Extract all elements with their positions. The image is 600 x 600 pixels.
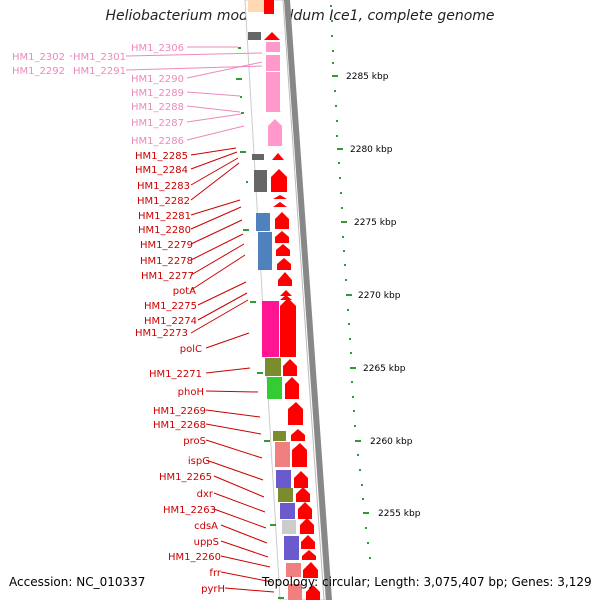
gene-label: HM1_2284 (135, 165, 188, 176)
left-ticks (236, 47, 284, 599)
gene-label: phoH (178, 387, 204, 398)
gene-label: HM1_2268 (153, 420, 206, 431)
gene-labels-red: HM1_2285 HM1_2284 HM1_2283 HM1_2282 HM1_… (135, 151, 225, 595)
gene-label: dxr (197, 489, 214, 500)
accession-text: Accession: NC_010337 (9, 575, 146, 589)
gene-blocks (248, 0, 302, 600)
gene-label: HM1_2282 (137, 196, 190, 207)
scale-label-2255: 2255 kbp (378, 509, 421, 519)
scale-labels: 2285 kbp 2280 kbp 2275 kbp 2270 kbp 2265… (346, 72, 421, 519)
backbone-gray-bar (284, 0, 332, 600)
gene-label: frr (209, 568, 221, 579)
gene-label: potA (173, 286, 196, 297)
scale-label-2275: 2275 kbp (354, 218, 397, 228)
gene-label: HM1_2292 (12, 66, 65, 77)
scale-label-2270: 2270 kbp (358, 291, 401, 301)
gene-label: HM1_2278 (140, 256, 193, 267)
gene-label: cdsA (194, 521, 218, 532)
gene-label: HM1_2283 (137, 181, 190, 192)
gene-label: HM1_2302 (12, 52, 65, 63)
gene-label: HM1_2273 (135, 328, 188, 339)
gene-label: HM1_2280 (138, 225, 191, 236)
topology-text: Topology: circular; Length: 3,075,407 bp… (262, 575, 592, 589)
scale-label-2280: 2280 kbp (350, 145, 393, 155)
scale-label-2265: 2265 kbp (363, 364, 406, 374)
gene-label: pyrH (201, 584, 225, 595)
scale-label-2260: 2260 kbp (370, 437, 413, 447)
gene-label: HM1_2263 (163, 505, 216, 516)
scale-label-2285: 2285 kbp (346, 72, 389, 82)
gene-label: HM1_2288 (131, 102, 184, 113)
gene-label: HM1_2285 (135, 151, 188, 162)
gene-label: HM1_2275 (144, 301, 197, 312)
gene-label: HM1_2265 (159, 472, 212, 483)
gene-arrows-pink (266, 105, 282, 126)
leader-lines-red (190, 147, 275, 593)
gene-label: HM1_2279 (140, 240, 193, 251)
gene-label: HM1_2271 (149, 369, 202, 380)
gene-label: HM1_2286 (131, 136, 184, 147)
gene-label: HM1_2291 (73, 66, 126, 77)
gene-label: HM1_2306 (131, 43, 184, 54)
gene-label: HM1_2290 (131, 74, 184, 85)
gene-label: HM1_2287 (131, 118, 184, 129)
gene-label: HM1_2274 (144, 316, 197, 327)
gene-label: uppS (194, 537, 219, 548)
gene-label: HM1_2269 (153, 406, 206, 417)
gene-label: HM1_2281 (138, 211, 191, 222)
scale-ticks (330, 5, 371, 559)
leader-lines-pink (70, 46, 263, 141)
gene-label: ispG (188, 456, 210, 467)
backbone-light-edge (282, 0, 325, 600)
gene-label: HM1_2301 (73, 52, 126, 63)
gene-label: polC (180, 344, 202, 355)
gene-label: HM1_2277 (141, 271, 194, 282)
gene-label: proS (183, 436, 206, 447)
map-title: Heliobacterium modesticaldum Ice1, compl… (105, 8, 495, 24)
gene-labels-pink: HM1_2306 HM1_2302 HM1_2301 HM1_2292 HM1_… (12, 43, 184, 147)
gene-label: HM1_2260 (168, 552, 221, 563)
gene-arrows-red (264, 0, 320, 600)
gene-label: HM1_2289 (131, 88, 184, 99)
